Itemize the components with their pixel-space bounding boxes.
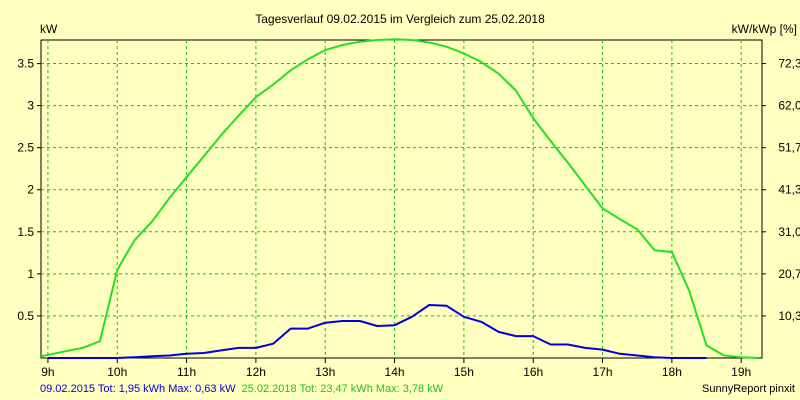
y-tick-label-left: 1 [27, 267, 34, 281]
x-tick-label: 19h [731, 365, 751, 379]
y-tick-label-right: 51,7 [778, 141, 800, 155]
y-tick-label-right: 31,0 [778, 225, 800, 239]
series-line-2015 [47, 304, 707, 359]
y-tick-label-left: 2 [27, 183, 34, 197]
x-tick-label: 9h [41, 365, 54, 379]
y-tick-label-right: 20,7 [778, 267, 800, 281]
footer-stats-2015: 09.02.2015 Tot: 1,95 kWh Max: 0,63 kW [40, 383, 236, 395]
y-tick-label-left: 0.5 [17, 309, 34, 323]
y-tick-label-left: 3 [27, 99, 34, 113]
y-axis-label-right: kW/kWp [%] [732, 22, 797, 36]
chart-title: Tagesverlauf 09.02.2015 im Vergleich zum… [255, 12, 545, 26]
x-tick-label: 14h [385, 365, 405, 379]
y-tick-label-right: 62,0 [778, 99, 800, 113]
y-tick-label-left: 3.5 [17, 57, 34, 71]
x-tick-label: 10h [107, 365, 127, 379]
y-axis-label-left: kW [40, 22, 58, 36]
y-tick-label-right: 72,3 [778, 57, 800, 71]
footer-credit: SunnyReport pinxit [702, 383, 795, 395]
series-layer [40, 38, 759, 359]
y-tick-label-left: 2.5 [17, 141, 34, 155]
x-tick-label: 16h [523, 365, 543, 379]
y-tick-label-right: 41,3 [778, 183, 800, 197]
y-tick-label-right: 10,3 [778, 309, 800, 323]
footer-stats-2018: 25.02.2018 Tot: 23,47 kWh Max: 3,78 kW [242, 383, 444, 395]
x-tick-label: 13h [315, 365, 335, 379]
grid [41, 40, 762, 358]
axis-labels: 9h 10h 11h 12h 13h 14h 15h 16h 17h 18h 19h 0.5 1 1.5 2… [17, 57, 800, 379]
x-tick-label: 18h [662, 365, 682, 379]
series-line-2018 [40, 38, 759, 359]
x-tick-label: 17h [593, 365, 613, 379]
x-tick-label: 11h [177, 365, 196, 379]
footer-stats: 09.02.2015 Tot: 1,95 kWh Max: 0,63 kW 25… [40, 383, 444, 395]
x-tick-label: 15h [454, 365, 474, 379]
x-tick-label: 12h [246, 365, 266, 379]
y-tick-label-left: 1.5 [17, 225, 34, 239]
plot-area [40, 39, 763, 359]
